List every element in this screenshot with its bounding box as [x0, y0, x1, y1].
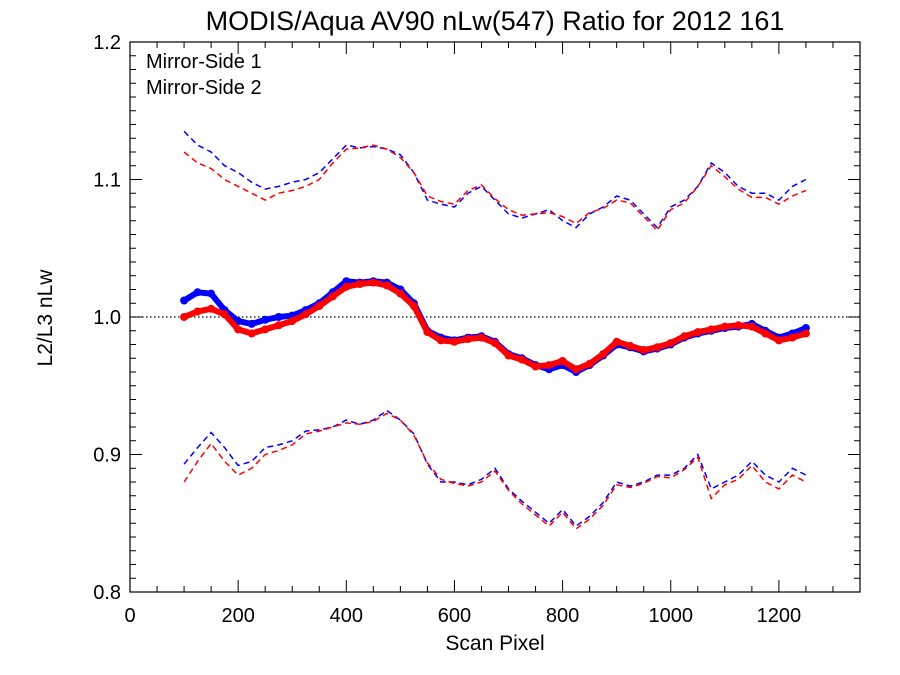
- upper-band-mirror-side-2: [183, 144, 807, 232]
- y-axis-label: L2/L3 nLw: [34, 269, 57, 367]
- legend-label-mirror-side-1: Mirror-Side 1: [146, 51, 262, 73]
- y-tick-label: 1.1: [93, 170, 121, 192]
- x-tick-label: 600: [438, 605, 471, 627]
- data-points-mirror-side-2: [180, 278, 810, 374]
- upper-band-mirror-side-1: [183, 130, 807, 229]
- ticks: 0 200 400 600 800 1000 1200 0.8 0.9 1.0 1.1 1.2: [93, 32, 861, 627]
- lower-band-mirror-side-1: [183, 409, 807, 528]
- x-tick-label: 1200: [757, 605, 802, 627]
- lower-band-mirror-side-2: [183, 412, 807, 530]
- x-tick-label: 200: [221, 605, 254, 627]
- legend: Mirror-Side 1 Mirror-Side 2: [146, 51, 262, 99]
- x-tick-label: 400: [330, 605, 363, 627]
- band-layer: [183, 130, 807, 530]
- legend-label-mirror-side-2: Mirror-Side 2: [146, 77, 262, 99]
- x-tick-label: 0: [124, 605, 135, 627]
- mean-line-mirror-side-2: [181, 279, 809, 373]
- x-tick-label: 800: [546, 605, 579, 627]
- y-tick-label: 1.2: [93, 32, 121, 54]
- point-layer: [180, 277, 810, 376]
- chart-title: MODIS/Aqua AV90 nLw(547) Ratio for 2012 …: [206, 6, 785, 36]
- y-tick-label: 0.9: [93, 445, 121, 467]
- y-tick-label: 1.0: [93, 307, 121, 329]
- y-tick-label: 0.8: [93, 582, 121, 604]
- x-tick-label: 1000: [648, 605, 693, 627]
- x-axis-label: Scan Pixel: [445, 632, 544, 655]
